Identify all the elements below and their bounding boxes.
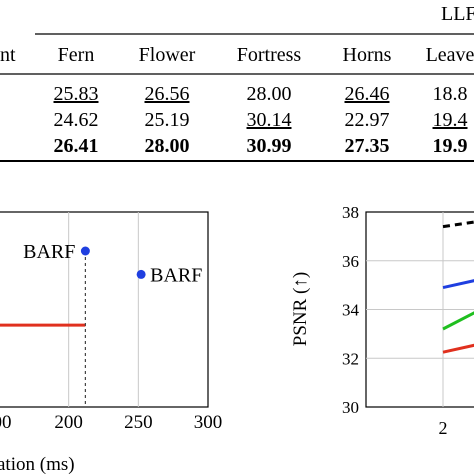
table-cell: 26.41 bbox=[54, 135, 99, 157]
right-y-tick-label: 34 bbox=[342, 301, 360, 320]
left-marks: BARF BARF bbox=[0, 241, 202, 407]
table-column-header: Horns bbox=[343, 44, 392, 66]
table-column-headers: Fern Flower Fortress Horns Leave bbox=[58, 44, 474, 66]
left-plot-frame bbox=[0, 211, 209, 408]
right-x-tick-label: 2 bbox=[439, 418, 448, 438]
table-column-header: Fern bbox=[58, 44, 95, 66]
left-x-tick-label: 200 bbox=[54, 412, 83, 433]
table-cell: 28.00 bbox=[145, 135, 190, 157]
right-series-line bbox=[442, 311, 474, 331]
right-y-tick-label: 30 bbox=[342, 398, 359, 417]
right-x-ticks: 2 bbox=[439, 418, 448, 438]
table-body: 25.83 26.56 28.00 26.46 18.8 24.62 25.19 30.14 2… bbox=[54, 83, 468, 157]
right-y-tick-label: 32 bbox=[342, 349, 359, 368]
table-cell: 25.83 bbox=[54, 83, 99, 105]
left-x-tick-label: 00 bbox=[0, 412, 12, 433]
left-point-marker bbox=[136, 269, 146, 279]
table-cell: 28.00 bbox=[247, 83, 292, 105]
left-point-label: BARF bbox=[150, 264, 202, 286]
table-cell: 30.14 bbox=[247, 109, 292, 131]
left-x-ticks: 00 200 250 300 bbox=[0, 412, 222, 433]
results-table: LLF nt Fern Flower Fortress Horns Leave 25.8… bbox=[0, 3, 474, 162]
table-cell: 19.4 bbox=[433, 109, 468, 131]
table-cell: 27.35 bbox=[345, 135, 390, 157]
left-point-label: BARF bbox=[23, 241, 75, 263]
right-series-line bbox=[442, 279, 474, 290]
table-cell: 30.99 bbox=[247, 135, 292, 157]
table-column-header: Flower bbox=[139, 44, 196, 66]
table-cell: 25.19 bbox=[145, 109, 190, 131]
left-chart: BARF BARF 00 200 250 300 ation (ms) bbox=[0, 211, 222, 474]
right-series-line bbox=[442, 220, 474, 229]
table-cell: 26.46 bbox=[345, 83, 390, 105]
table-cell: 19.9 bbox=[433, 135, 468, 157]
table-group-header: LLF bbox=[441, 3, 474, 25]
table-cell: 26.56 bbox=[145, 83, 190, 105]
right-y-tick-label: 36 bbox=[342, 252, 359, 271]
table-cell: 22.97 bbox=[345, 109, 390, 131]
left-point-marker bbox=[80, 246, 90, 256]
right-y-axis-label: PSNR (↑) bbox=[290, 272, 311, 346]
right-series-lines bbox=[442, 220, 474, 354]
left-x-tick-label: 250 bbox=[124, 412, 153, 433]
right-series-line bbox=[442, 343, 474, 354]
table-cell: 24.62 bbox=[54, 109, 99, 131]
right-y-ticks: 38 36 34 32 30 bbox=[342, 203, 360, 417]
right-grid bbox=[366, 212, 474, 407]
table-column-header: Leave bbox=[426, 44, 474, 66]
left-x-tick-label: 300 bbox=[194, 412, 223, 433]
left-grid bbox=[68, 212, 139, 407]
right-chart: 38 36 34 32 30 2 PSNR (↑) bbox=[290, 203, 474, 438]
table-column-header: Fortress bbox=[237, 44, 302, 66]
table-row-header-fragment: nt bbox=[0, 44, 16, 66]
left-x-axis-label: ation (ms) bbox=[0, 454, 75, 474]
right-y-tick-label: 38 bbox=[342, 203, 359, 222]
table-cell: 18.8 bbox=[433, 83, 468, 105]
